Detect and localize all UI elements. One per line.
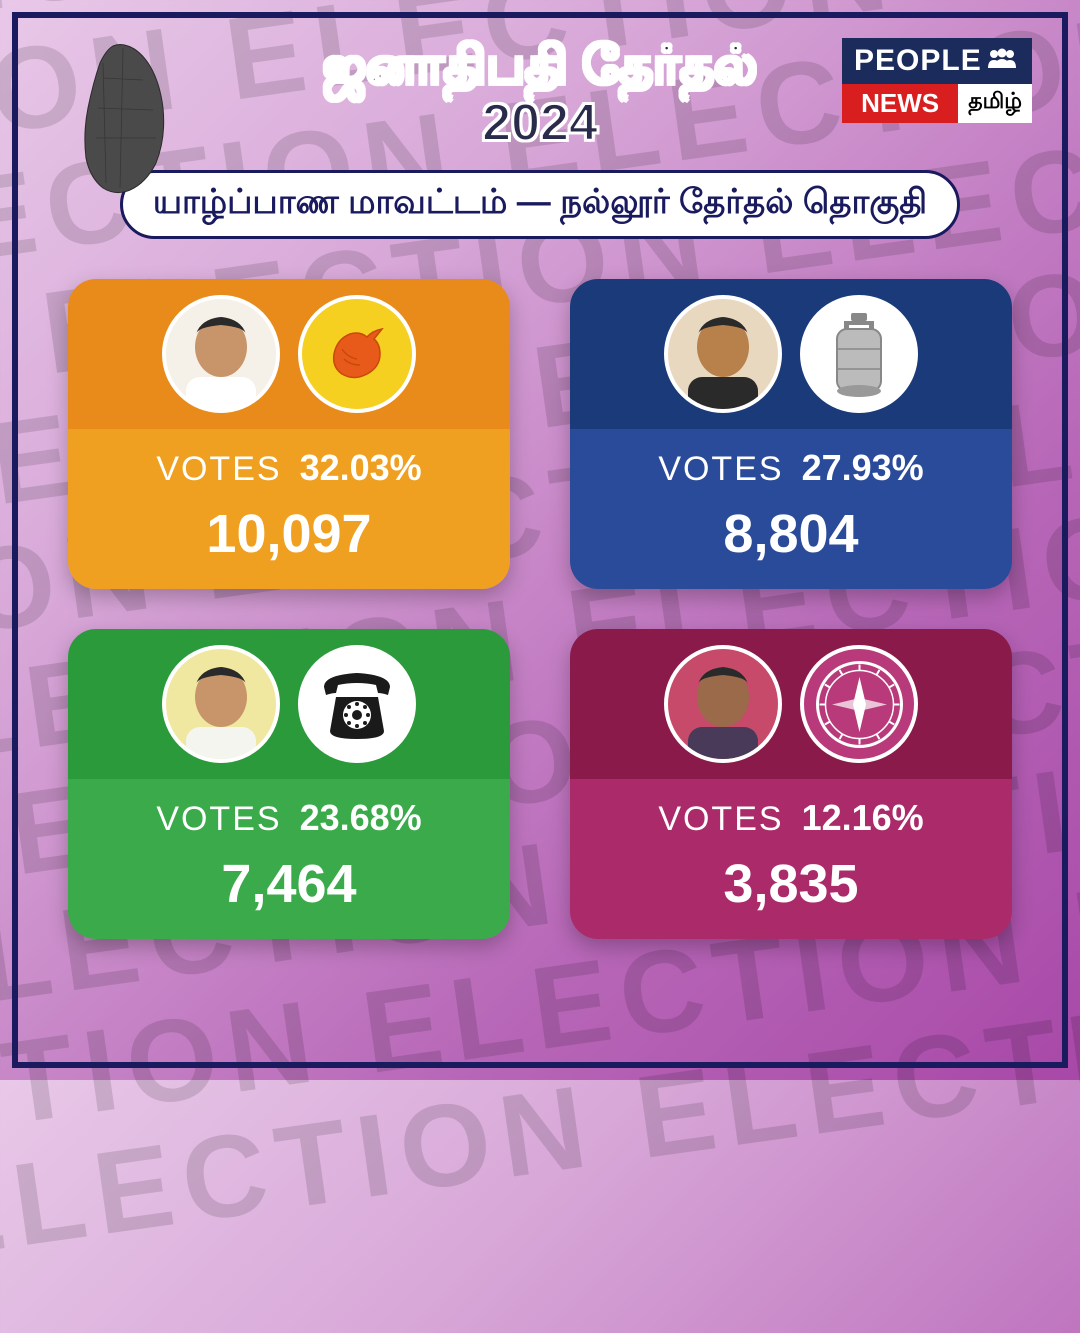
title-line1: ஜனாதிபதி தேர்தல் <box>323 37 757 95</box>
card-body: VOTES 12.16% 3,835 <box>570 779 1012 939</box>
candidate-avatar <box>162 295 280 413</box>
vote-percentage: 23.68% <box>300 797 422 839</box>
result-card: VOTES 27.93% 8,804 <box>570 279 1012 589</box>
telephone-icon <box>298 645 416 763</box>
vote-count: 7,464 <box>92 853 486 915</box>
card-body: VOTES 27.93% 8,804 <box>570 429 1012 589</box>
votes-label: VOTES <box>156 450 281 489</box>
card-header <box>570 629 1012 779</box>
card-header <box>570 279 1012 429</box>
card-body: VOTES 23.68% 7,464 <box>68 779 510 939</box>
candidate-avatar <box>664 645 782 763</box>
title-line2: 2024 <box>482 94 598 152</box>
card-header <box>68 279 510 429</box>
conch-shell-icon <box>298 295 416 413</box>
votes-label: VOTES <box>156 800 281 839</box>
votes-label: VOTES <box>658 450 783 489</box>
result-card: VOTES 12.16% 3,835 <box>570 629 1012 939</box>
candidate-avatar <box>664 295 782 413</box>
vote-percentage: 12.16% <box>802 797 924 839</box>
result-card: VOTES 23.68% 7,464 <box>68 629 510 939</box>
card-header <box>68 629 510 779</box>
card-body: VOTES 32.03% 10,097 <box>68 429 510 589</box>
candidate-avatar <box>162 645 280 763</box>
vote-count: 10,097 <box>92 503 486 565</box>
logo-lang-text: தமிழ் <box>958 84 1032 123</box>
news-logo: PEOPLE NEWS தமிழ் <box>842 38 1032 123</box>
logo-top-bar: PEOPLE <box>842 38 1032 84</box>
district-subtitle: யாழ்ப்பாண மாவட்டம் — நல்லூர் தேர்தல் தொக… <box>120 170 960 239</box>
vote-count: 3,835 <box>594 853 988 915</box>
vote-percentage: 27.93% <box>802 447 924 489</box>
people-group-icon <box>984 44 1020 78</box>
vote-count: 8,804 <box>594 503 988 565</box>
sri-lanka-map-icon <box>58 38 188 203</box>
logo-news-text: NEWS <box>842 84 958 123</box>
vote-percentage: 32.03% <box>300 447 422 489</box>
results-grid: VOTES 32.03% 10,097 VOTES <box>48 279 1032 939</box>
votes-label: VOTES <box>658 800 783 839</box>
compass-icon <box>800 645 918 763</box>
result-card: VOTES 32.03% 10,097 <box>68 279 510 589</box>
gas-cylinder-icon <box>800 295 918 413</box>
logo-people-text: PEOPLE <box>854 44 982 78</box>
